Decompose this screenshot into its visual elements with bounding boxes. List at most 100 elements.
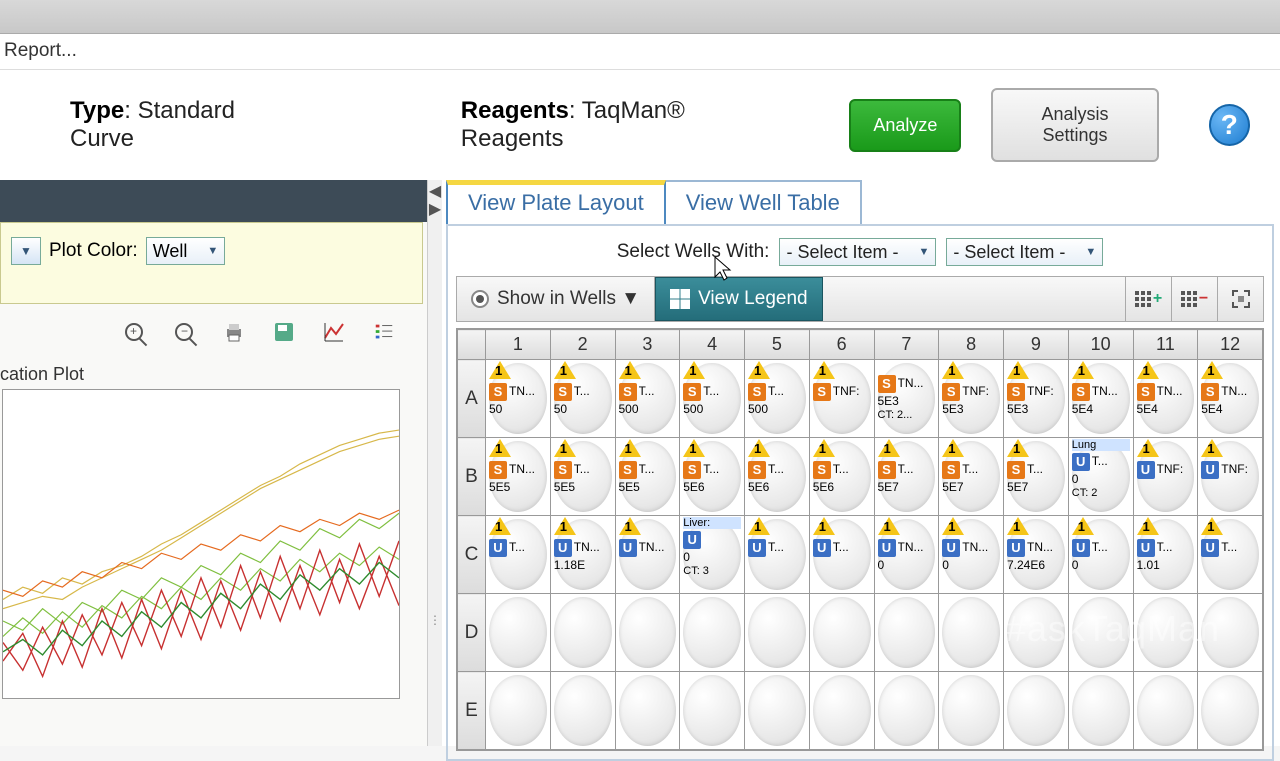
well-cell[interactable]: 1ST...5E5 [550, 438, 615, 516]
shrink-selection-button[interactable]: − [1171, 277, 1217, 321]
well-cell[interactable]: 1UT...0 [1068, 516, 1133, 594]
splitter-handle-icon[interactable]: ⋮ [429, 614, 441, 746]
view-legend-button[interactable]: View Legend [655, 277, 823, 321]
chart-options-icon[interactable] [320, 318, 348, 346]
zoom-in-icon[interactable] [120, 318, 148, 346]
well-cell[interactable]: 1UTNF: [1133, 438, 1198, 516]
well-cell[interactable]: 1STN...5E4 [1068, 360, 1133, 438]
col-header[interactable]: 12 [1198, 330, 1263, 360]
empty-well[interactable] [874, 672, 939, 750]
well-cell[interactable]: 1STN...5E4 [1133, 360, 1198, 438]
well-cell[interactable]: 1STN...5E4 [1198, 360, 1263, 438]
empty-well[interactable] [809, 672, 874, 750]
col-header[interactable]: 7 [874, 330, 939, 360]
tab-well-table[interactable]: View Well Table [664, 180, 862, 224]
empty-well[interactable] [550, 672, 615, 750]
well-cell[interactable]: 1UTN...1.18E [550, 516, 615, 594]
print-icon[interactable] [220, 318, 248, 346]
empty-well[interactable] [1198, 594, 1263, 672]
well-cell[interactable]: 1STN...50 [486, 360, 551, 438]
col-header[interactable]: 8 [939, 330, 1004, 360]
select-item-2[interactable]: - Select Item -▼ [946, 238, 1103, 266]
well-cell[interactable]: 1ST...500 [615, 360, 680, 438]
plot-color-select[interactable]: Well▼ [146, 237, 226, 265]
empty-well[interactable] [486, 672, 551, 750]
analyze-button[interactable]: Analyze [849, 99, 961, 152]
panel-splitter[interactable]: ◀ ▶ ⋮ [428, 180, 442, 746]
empty-well[interactable] [745, 594, 810, 672]
analysis-settings-button[interactable]: Analysis Settings [991, 88, 1158, 162]
well-cell[interactable]: LungUT...0CT: 2 [1068, 438, 1133, 516]
plate-grid[interactable]: 123456789101112A1STN...501ST...501ST...5… [456, 328, 1264, 751]
well-cell[interactable]: 1UTN... [615, 516, 680, 594]
col-header[interactable]: 11 [1133, 330, 1198, 360]
well-cell[interactable]: 1STNF:5E3 [1004, 360, 1069, 438]
well-cell[interactable]: 1STN...5E5 [486, 438, 551, 516]
well-cell[interactable]: 1ST...5E7 [939, 438, 1004, 516]
well-cell[interactable]: 1UT... [809, 516, 874, 594]
row-header[interactable]: E [458, 672, 486, 750]
well-cell[interactable]: 1ST...5E6 [680, 438, 745, 516]
well-cell[interactable]: 1ST...500 [680, 360, 745, 438]
empty-well[interactable] [1133, 672, 1198, 750]
well-cell[interactable]: 1UT...1.01 [1133, 516, 1198, 594]
empty-well[interactable] [1068, 594, 1133, 672]
empty-well[interactable] [1133, 594, 1198, 672]
col-header[interactable]: 6 [809, 330, 874, 360]
menu-bar[interactable]: Report... [0, 34, 1280, 70]
col-header[interactable]: 5 [745, 330, 810, 360]
well-cell[interactable]: 1ST...5E7 [874, 438, 939, 516]
well-cell[interactable]: STN...5E3CT: 2... [874, 360, 939, 438]
row-header[interactable]: A [458, 360, 486, 438]
empty-well[interactable] [680, 672, 745, 750]
well-cell[interactable]: 1UTNF: [1198, 438, 1263, 516]
expand-selection-button[interactable]: + [1125, 277, 1171, 321]
zoom-out-icon[interactable] [170, 318, 198, 346]
collapse-left-icon[interactable]: ◀ [429, 184, 441, 200]
save-icon[interactable] [270, 318, 298, 346]
legend-toggle-icon[interactable] [370, 318, 398, 346]
empty-well[interactable] [1004, 672, 1069, 750]
well-cell[interactable]: 1ST...5E5 [615, 438, 680, 516]
empty-well[interactable] [486, 594, 551, 672]
select-item-1[interactable]: - Select Item -▼ [779, 238, 936, 266]
well-cell[interactable]: 1ST...5E6 [745, 438, 810, 516]
empty-well[interactable] [615, 672, 680, 750]
row-header[interactable]: D [458, 594, 486, 672]
col-header[interactable]: 9 [1004, 330, 1069, 360]
col-header[interactable]: 1 [486, 330, 551, 360]
well-cell[interactable]: 1UT... [1198, 516, 1263, 594]
row-header[interactable]: B [458, 438, 486, 516]
well-cell[interactable]: 1UTN...0 [874, 516, 939, 594]
empty-well[interactable] [939, 672, 1004, 750]
col-header[interactable]: 2 [550, 330, 615, 360]
help-icon[interactable]: ? [1209, 104, 1250, 146]
well-cell[interactable]: Liver:U0CT: 3 [680, 516, 745, 594]
well-cell[interactable]: 1ST...5E7 [1004, 438, 1069, 516]
well-cell[interactable]: 1UTN...0 [939, 516, 1004, 594]
empty-well[interactable] [745, 672, 810, 750]
well-cell[interactable]: 1UT... [745, 516, 810, 594]
empty-well[interactable] [1068, 672, 1133, 750]
empty-well[interactable] [680, 594, 745, 672]
empty-well[interactable] [874, 594, 939, 672]
collapse-right-icon[interactable]: ▶ [429, 202, 441, 218]
fit-view-button[interactable] [1217, 277, 1263, 321]
plot-dropdown-icon[interactable]: ▼ [11, 237, 41, 265]
empty-well[interactable] [809, 594, 874, 672]
empty-well[interactable] [1004, 594, 1069, 672]
row-header[interactable]: C [458, 516, 486, 594]
col-header[interactable]: 4 [680, 330, 745, 360]
menu-report[interactable]: Report... [4, 40, 77, 61]
well-cell[interactable]: 1ST...500 [745, 360, 810, 438]
col-header[interactable]: 3 [615, 330, 680, 360]
empty-well[interactable] [615, 594, 680, 672]
show-in-wells-button[interactable]: Show in Wells ▼ [457, 277, 655, 321]
well-cell[interactable]: 1UTN...7.24E6 [1004, 516, 1069, 594]
well-cell[interactable]: 1UT... [486, 516, 551, 594]
col-header[interactable]: 10 [1068, 330, 1133, 360]
tab-plate-layout[interactable]: View Plate Layout [446, 180, 666, 224]
empty-well[interactable] [1198, 672, 1263, 750]
well-cell[interactable]: 1ST...50 [550, 360, 615, 438]
well-cell[interactable]: 1STNF: [809, 360, 874, 438]
